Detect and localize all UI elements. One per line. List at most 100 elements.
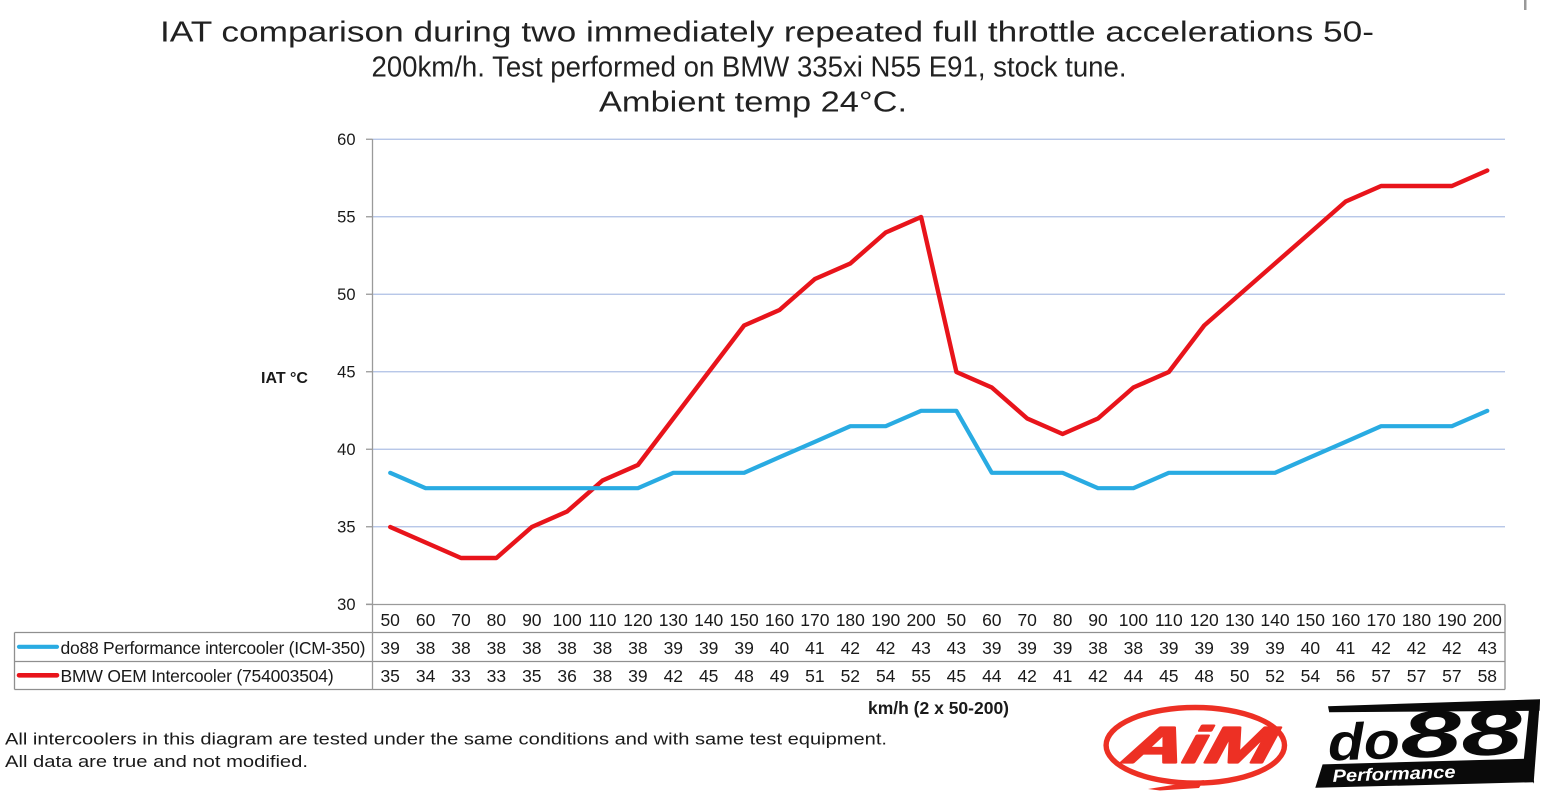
svg-text:130: 130 <box>1225 610 1254 630</box>
svg-text:49: 49 <box>770 666 789 686</box>
svg-text:30: 30 <box>337 596 355 614</box>
svg-text:50: 50 <box>947 610 967 630</box>
svg-text:57: 57 <box>1442 666 1461 686</box>
svg-text:200km/h. Test performed on BMW: 200km/h. Test performed on BMW 335xi N55… <box>372 52 1127 84</box>
svg-text:80: 80 <box>1053 610 1073 630</box>
svg-text:160: 160 <box>765 610 794 630</box>
svg-text:42: 42 <box>664 666 683 686</box>
svg-text:90: 90 <box>522 610 542 630</box>
svg-text:43: 43 <box>911 638 930 658</box>
svg-text:do: do <box>1327 711 1401 772</box>
svg-text:140: 140 <box>1260 610 1289 630</box>
svg-text:35: 35 <box>337 519 355 537</box>
svg-text:160: 160 <box>1331 610 1360 630</box>
svg-text:48: 48 <box>1194 666 1213 686</box>
svg-text:80: 80 <box>487 610 507 630</box>
svg-text:41: 41 <box>1336 638 1355 658</box>
svg-text:42: 42 <box>1088 666 1107 686</box>
svg-text:90: 90 <box>1088 610 1108 630</box>
svg-text:57: 57 <box>1371 666 1390 686</box>
svg-text:150: 150 <box>1296 610 1325 630</box>
svg-text:45: 45 <box>1159 666 1178 686</box>
svg-text:45: 45 <box>947 666 966 686</box>
svg-text:38: 38 <box>1088 638 1107 658</box>
svg-text:180: 180 <box>1402 610 1431 630</box>
svg-text:IAT °C: IAT °C <box>261 370 308 387</box>
svg-text:km/h (2 x 50-200): km/h (2 x 50-200) <box>868 698 1009 718</box>
svg-text:42: 42 <box>876 638 895 658</box>
svg-text:39: 39 <box>1265 638 1284 658</box>
svg-text:190: 190 <box>871 610 900 630</box>
svg-text:55: 55 <box>337 209 355 227</box>
svg-text:39: 39 <box>628 666 647 686</box>
svg-text:38: 38 <box>451 638 470 658</box>
svg-text:35: 35 <box>380 666 399 686</box>
svg-text:35: 35 <box>522 666 541 686</box>
svg-text:do88 Performance intercooler (: do88 Performance intercooler (ICM-350) <box>61 638 366 658</box>
svg-text:Ambient temp 24°C.: Ambient temp 24°C. <box>599 87 907 119</box>
svg-text:39: 39 <box>1017 638 1036 658</box>
svg-text:45: 45 <box>337 364 355 382</box>
svg-text:88: 88 <box>1399 694 1524 772</box>
svg-text:100: 100 <box>1119 610 1148 630</box>
svg-text:39: 39 <box>734 638 753 658</box>
svg-text:52: 52 <box>841 666 860 686</box>
svg-text:48: 48 <box>734 666 753 686</box>
svg-text:120: 120 <box>623 610 652 630</box>
svg-text:45: 45 <box>699 666 718 686</box>
svg-text:170: 170 <box>1366 610 1395 630</box>
svg-text:60: 60 <box>337 131 355 149</box>
svg-text:140: 140 <box>694 610 723 630</box>
svg-text:40: 40 <box>770 638 790 658</box>
svg-text:42: 42 <box>841 638 860 658</box>
svg-text:39: 39 <box>1159 638 1178 658</box>
svg-text:38: 38 <box>593 638 612 658</box>
svg-text:52: 52 <box>1265 666 1284 686</box>
svg-text:38: 38 <box>487 638 506 658</box>
svg-text:51: 51 <box>805 666 824 686</box>
svg-text:170: 170 <box>800 610 829 630</box>
svg-text:130: 130 <box>659 610 688 630</box>
svg-text:58: 58 <box>1478 666 1497 686</box>
svg-text:100: 100 <box>552 610 581 630</box>
svg-text:33: 33 <box>451 666 470 686</box>
svg-text:39: 39 <box>982 638 1001 658</box>
svg-text:60: 60 <box>982 610 1002 630</box>
svg-text:120: 120 <box>1190 610 1219 630</box>
svg-text:42: 42 <box>1017 666 1036 686</box>
svg-text:180: 180 <box>836 610 865 630</box>
svg-text:60: 60 <box>416 610 436 630</box>
svg-text:57: 57 <box>1407 666 1426 686</box>
svg-text:110: 110 <box>589 610 617 630</box>
svg-text:IAT comparison during two imme: IAT comparison during two immediately re… <box>160 17 1374 49</box>
svg-text:40: 40 <box>337 441 355 459</box>
svg-text:54: 54 <box>876 666 896 686</box>
svg-text:42: 42 <box>1442 638 1461 658</box>
svg-text:39: 39 <box>664 638 683 658</box>
svg-text:42: 42 <box>1407 638 1426 658</box>
svg-text:34: 34 <box>416 666 436 686</box>
svg-text:All intercoolers in this diagr: All intercoolers in this diagram are tes… <box>5 730 887 748</box>
svg-text:38: 38 <box>1124 638 1143 658</box>
svg-text:38: 38 <box>628 638 647 658</box>
svg-text:44: 44 <box>982 666 1002 686</box>
svg-text:110: 110 <box>1155 610 1183 630</box>
svg-text:70: 70 <box>1017 610 1037 630</box>
svg-text:39: 39 <box>699 638 718 658</box>
svg-text:38: 38 <box>557 638 576 658</box>
svg-text:55: 55 <box>911 666 930 686</box>
svg-text:50: 50 <box>380 610 400 630</box>
svg-text:43: 43 <box>947 638 966 658</box>
svg-text:39: 39 <box>1230 638 1249 658</box>
svg-text:39: 39 <box>380 638 399 658</box>
svg-text:BMW OEM Intercooler (754003504: BMW OEM Intercooler (754003504) <box>61 666 334 686</box>
svg-text:38: 38 <box>416 638 435 658</box>
svg-text:70: 70 <box>451 610 471 630</box>
svg-text:41: 41 <box>805 638 824 658</box>
svg-text:190: 190 <box>1437 610 1466 630</box>
svg-text:44: 44 <box>1124 666 1144 686</box>
svg-text:150: 150 <box>729 610 758 630</box>
svg-text:39: 39 <box>1194 638 1213 658</box>
svg-text:50: 50 <box>1230 666 1250 686</box>
svg-text:38: 38 <box>522 638 541 658</box>
